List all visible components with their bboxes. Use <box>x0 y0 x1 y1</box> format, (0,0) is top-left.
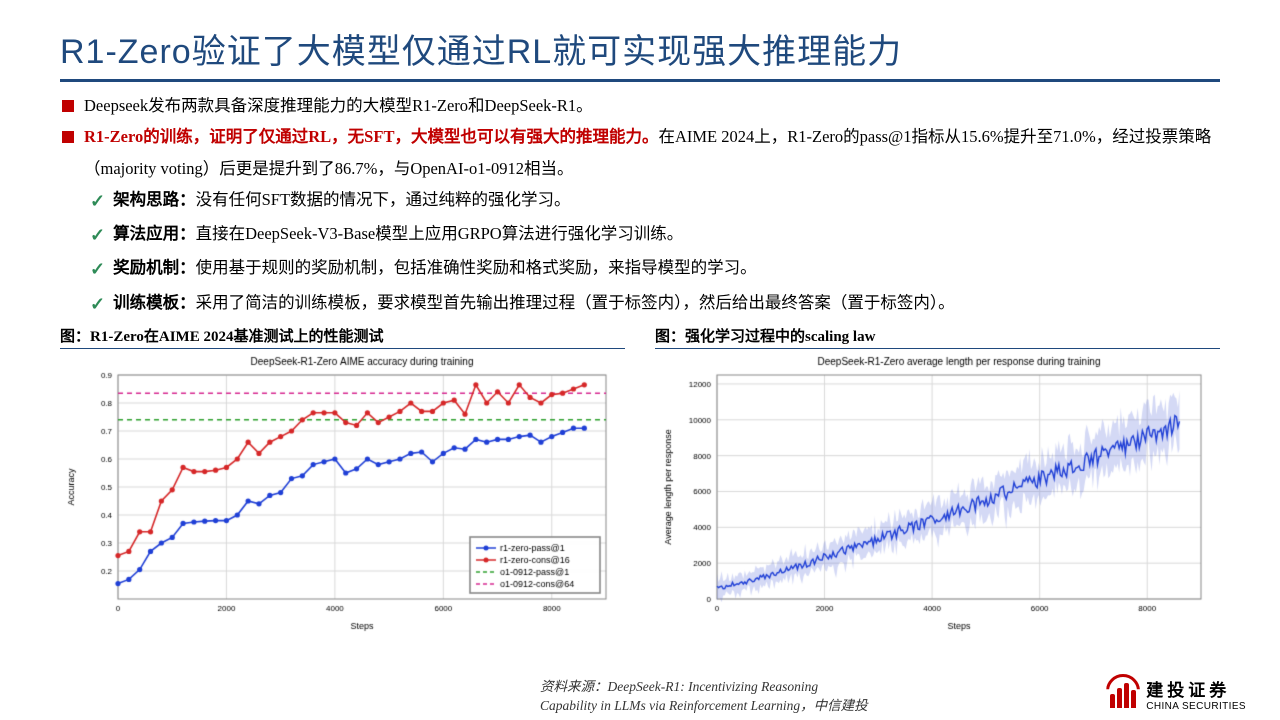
source-citation: 资料来源：DeepSeek-R1: Incentivizing Reasonin… <box>540 678 868 716</box>
sub2-label: 算法应用： <box>113 224 196 243</box>
sub-3: ✓ 奖励机制：使用基于规则的奖励机制，包括准确性奖励和格式奖励，来指导模型的学习… <box>62 252 1218 286</box>
sub-2: ✓ 算法应用：直接在DeepSeek-V3-Base模型上应用GRPO算法进行强… <box>62 218 1218 252</box>
square-bullet-icon <box>62 100 74 112</box>
sub2-text: 直接在DeepSeek-V3-Base模型上应用GRPO算法进行强化学习训练。 <box>196 224 684 243</box>
bullet-1-text: Deepseek发布两款具备深度推理能力的大模型R1-Zero和DeepSeek… <box>84 90 593 121</box>
sub1-label: 架构思路： <box>113 190 196 209</box>
left-chart-caption: 图：R1-Zero在AIME 2024基准测试上的性能测试 <box>60 321 625 348</box>
logo-text: 建投证券 CHINA SECURITIES <box>1146 676 1246 712</box>
sub3-text: 使用基于规则的奖励机制，包括准确性奖励和格式奖励，来指导模型的学习。 <box>196 258 757 277</box>
source-line1: 资料来源：DeepSeek-R1: Incentivizing Reasonin… <box>540 679 818 694</box>
title-rule <box>60 79 1220 82</box>
caption-rule <box>60 348 625 350</box>
check-icon: ✓ <box>90 184 105 218</box>
source-line2: Capability in LLMs via Reinforcement Lea… <box>540 698 868 713</box>
check-icon: ✓ <box>90 252 105 286</box>
company-logo: 建投证券 CHINA SECURITIES <box>1106 676 1246 712</box>
slide-title: R1-Zero验证了大模型仅通过RL就可实现强大推理能力 <box>0 0 1280 79</box>
check-icon: ✓ <box>90 218 105 252</box>
bullet-2-highlight: R1-Zero的训练，证明了仅通过RL，无SFT，大模型也可以有强大的推理能力。 <box>84 127 658 146</box>
bullet-2-text: R1-Zero的训练，证明了仅通过RL，无SFT，大模型也可以有强大的推理能力。… <box>84 121 1218 184</box>
content-block: Deepseek发布两款具备深度推理能力的大模型R1-Zero和DeepSeek… <box>0 90 1280 321</box>
bullet-2: R1-Zero的训练，证明了仅通过RL，无SFT，大模型也可以有强大的推理能力。… <box>62 121 1218 184</box>
caption-rule <box>655 348 1220 350</box>
aime-accuracy-chart <box>60 353 620 633</box>
left-chart-block: 图：R1-Zero在AIME 2024基准测试上的性能测试 <box>60 321 625 634</box>
right-chart-caption: 图：强化学习过程中的scaling law <box>655 321 1220 348</box>
logo-cn: 建投证券 <box>1146 676 1246 701</box>
logo-mark-icon <box>1106 680 1140 708</box>
sub4-text: 采用了简洁的训练模板，要求模型首先输出推理过程（置于标签内），然后给出最终答案（… <box>196 293 955 312</box>
sub-1: ✓ 架构思路：没有任何SFT数据的情况下，通过纯粹的强化学习。 <box>62 184 1218 218</box>
right-chart-block: 图：强化学习过程中的scaling law <box>655 321 1220 634</box>
response-length-chart <box>655 353 1215 633</box>
bullet-1: Deepseek发布两款具备深度推理能力的大模型R1-Zero和DeepSeek… <box>62 90 1218 121</box>
logo-en: CHINA SECURITIES <box>1146 701 1246 712</box>
sub3-label: 奖励机制： <box>113 258 196 277</box>
check-icon: ✓ <box>90 287 105 321</box>
charts-row: 图：R1-Zero在AIME 2024基准测试上的性能测试 图：强化学习过程中的… <box>0 321 1280 634</box>
sub1-text: 没有任何SFT数据的情况下，通过纯粹的强化学习。 <box>196 190 571 209</box>
square-bullet-icon <box>62 131 74 143</box>
sub4-label: 训练模板： <box>113 293 196 312</box>
sub-4: ✓ 训练模板：采用了简洁的训练模板，要求模型首先输出推理过程（置于标签内），然后… <box>62 287 1218 321</box>
